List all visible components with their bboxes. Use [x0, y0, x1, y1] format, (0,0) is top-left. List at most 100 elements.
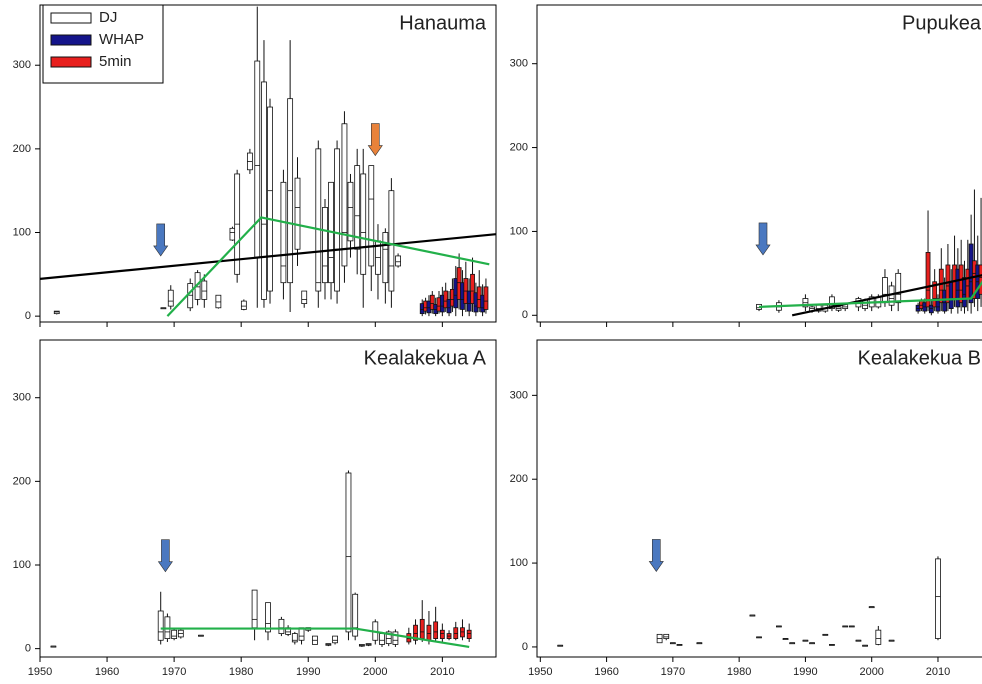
panel-title: Kealakekua A — [364, 347, 487, 369]
box — [882, 277, 888, 304]
box — [265, 602, 271, 633]
panel: 0 100 200 300 1950 1960 1970 1980 1990 2000 2010 Ke… — [13, 339, 497, 678]
arrow — [153, 223, 169, 257]
trend-line — [40, 233, 496, 280]
box — [413, 624, 418, 641]
y-tick-label: 0 — [522, 641, 528, 653]
box — [334, 148, 340, 292]
legend-swatch — [50, 34, 92, 46]
x-tick-label: 2010 — [430, 666, 454, 678]
box — [157, 610, 164, 641]
y-tick-label: 100 — [510, 557, 528, 569]
y-tick-label: 200 — [510, 141, 528, 153]
box — [368, 165, 375, 267]
y-tick-label: 300 — [13, 59, 31, 71]
box — [388, 190, 395, 292]
plot-area — [50, 470, 472, 649]
x-tick-label: 1970 — [162, 666, 186, 678]
box — [254, 60, 261, 258]
box — [470, 273, 475, 304]
box — [978, 264, 982, 295]
x-tick-label: 2000 — [363, 666, 387, 678]
box — [426, 624, 432, 641]
box — [395, 255, 401, 267]
box — [261, 81, 267, 300]
box — [379, 633, 385, 645]
box — [291, 633, 298, 643]
box — [332, 635, 338, 644]
trend-line — [160, 627, 470, 649]
box — [829, 296, 835, 309]
box — [345, 472, 352, 633]
panel: 0 100 200 300 1950 1960 1970 1980 1990 2000 2010 Ke… — [510, 339, 982, 678]
x-tick-label: 1980 — [229, 666, 253, 678]
box — [935, 558, 941, 639]
legend-swatch — [50, 12, 92, 24]
plot-frame — [39, 4, 497, 323]
box — [347, 181, 354, 242]
y-tick-label: 300 — [510, 58, 528, 70]
box — [862, 299, 868, 309]
y-tick-label: 300 — [510, 389, 528, 401]
x-tick-label: 1950 — [528, 666, 552, 678]
box — [439, 629, 445, 639]
y-tick-label: 300 — [13, 392, 31, 404]
box — [315, 148, 322, 292]
x-tick-label: 2010 — [926, 666, 950, 678]
x-tick-label: 1950 — [28, 666, 52, 678]
box — [453, 627, 459, 639]
y-tick-label: 100 — [13, 559, 31, 571]
trend-line — [758, 280, 982, 309]
box — [935, 298, 941, 312]
box — [167, 289, 174, 307]
box — [875, 629, 882, 645]
plot-frame — [536, 339, 982, 658]
plot-area — [40, 6, 496, 317]
box — [53, 310, 60, 315]
arrow — [755, 222, 771, 256]
panel-title: Pupukea — [902, 12, 982, 34]
box — [433, 621, 439, 639]
box — [201, 280, 208, 300]
y-tick-label: 200 — [510, 473, 528, 485]
box — [925, 251, 931, 308]
y-tick-label: 0 — [25, 643, 31, 655]
y-tick-label: 200 — [13, 143, 31, 155]
box — [267, 106, 273, 292]
x-tick-label: 1970 — [661, 666, 685, 678]
arrow — [648, 539, 664, 572]
y-tick-label: 0 — [25, 310, 31, 322]
box — [932, 281, 938, 308]
y-tick-label: 100 — [13, 226, 31, 238]
plot-area — [755, 189, 982, 317]
box — [663, 633, 670, 639]
plot-frame — [39, 339, 497, 658]
panel-title: Hanauma — [399, 12, 487, 34]
box — [341, 123, 348, 267]
trend-line — [791, 274, 982, 317]
plot-area — [557, 539, 941, 647]
box — [466, 629, 472, 639]
box — [385, 631, 392, 645]
box — [322, 207, 328, 284]
box — [280, 181, 287, 284]
box — [928, 304, 934, 314]
box — [360, 173, 367, 275]
box — [460, 627, 465, 638]
box — [354, 165, 361, 250]
x-tick-label: 1960 — [594, 666, 618, 678]
box — [251, 589, 258, 629]
box — [294, 177, 301, 250]
box — [895, 272, 902, 304]
x-tick-label: 1980 — [727, 666, 751, 678]
x-tick-label: 1990 — [296, 666, 320, 678]
box — [382, 232, 389, 284]
y-tick-label: 0 — [522, 309, 528, 321]
panel: 0 100 200 300 Hanauma DJ WHAP 5min — [13, 4, 497, 327]
y-tick-label: 200 — [13, 475, 31, 487]
panel-title: Kealakekua B — [858, 347, 981, 369]
box — [419, 618, 425, 639]
legend-label: DJ — [99, 9, 117, 26]
